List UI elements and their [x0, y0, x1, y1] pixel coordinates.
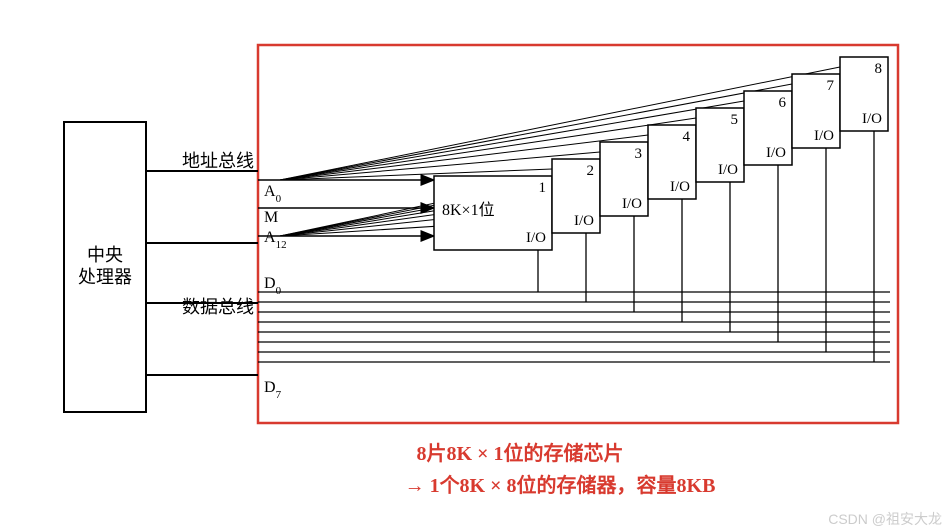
- data-pin-d7: D7: [264, 379, 282, 401]
- memory-bit-expansion-diagram: 中央 处理器 地址总线 数据总线 A0 M A12 D0 D7 1 I/O 8K×1…: [0, 0, 948, 531]
- memory-chip: 7 I/O: [792, 74, 840, 148]
- memory-chip: 6 I/O: [744, 91, 792, 165]
- memory-chip: 4 I/O: [648, 125, 696, 199]
- memory-chip: 2 I/O: [552, 159, 600, 233]
- chip-io-label: I/O: [862, 111, 882, 127]
- memory-chip: 5 I/O: [696, 108, 744, 182]
- chip-io-label: I/O: [622, 196, 642, 212]
- addr-pin-a0: A0: [264, 183, 282, 205]
- chip-io-label: I/O: [574, 213, 594, 229]
- data-lines: [258, 292, 890, 362]
- addr-pin-m: M: [264, 209, 278, 226]
- chip-index: 6: [779, 95, 787, 111]
- chip-size-label: 8K×1位: [442, 201, 495, 219]
- data-bus-label: 数据总线: [182, 297, 254, 317]
- chip-io-label: I/O: [814, 128, 834, 144]
- watermark: CSDN @祖安大龙: [828, 511, 942, 527]
- chip-index: 1: [539, 180, 547, 196]
- memory-chips: 1 I/O 8K×1位 2 I/O 3 I/O 4 I/O 5 I/O 6 I/O 7 I/O 8 I/O: [434, 57, 888, 250]
- cpu-label-line2: 处理器: [78, 267, 132, 287]
- memory-chip: 1 I/O 8K×1位: [434, 176, 552, 250]
- addr-pin-a12: A12: [264, 229, 287, 251]
- chip-index: 8: [875, 61, 883, 77]
- chip-index: 2: [587, 163, 595, 179]
- chip-index: 4: [683, 129, 691, 145]
- chip-index: 7: [827, 78, 835, 94]
- chip-index: 3: [635, 146, 643, 162]
- chip-io-label: I/O: [718, 162, 738, 178]
- caption-line1: 8片8K × 1位的存储芯片: [417, 441, 624, 465]
- memory-chip: 3 I/O: [600, 142, 648, 216]
- chip-io-label: I/O: [766, 145, 786, 161]
- caption-line2: → 1个8K × 8位的存储器，容量8KB: [405, 473, 716, 497]
- address-bus-label: 地址总线: [182, 151, 254, 171]
- data-pin-d0: D0: [264, 275, 282, 297]
- chip-io-label: I/O: [526, 230, 546, 246]
- cpu-label-line1: 中央: [87, 245, 123, 265]
- address-bus: [146, 171, 258, 243]
- chip-io-label: I/O: [670, 179, 690, 195]
- memory-chip: 8 I/O: [840, 57, 888, 131]
- chip-index: 5: [731, 112, 739, 128]
